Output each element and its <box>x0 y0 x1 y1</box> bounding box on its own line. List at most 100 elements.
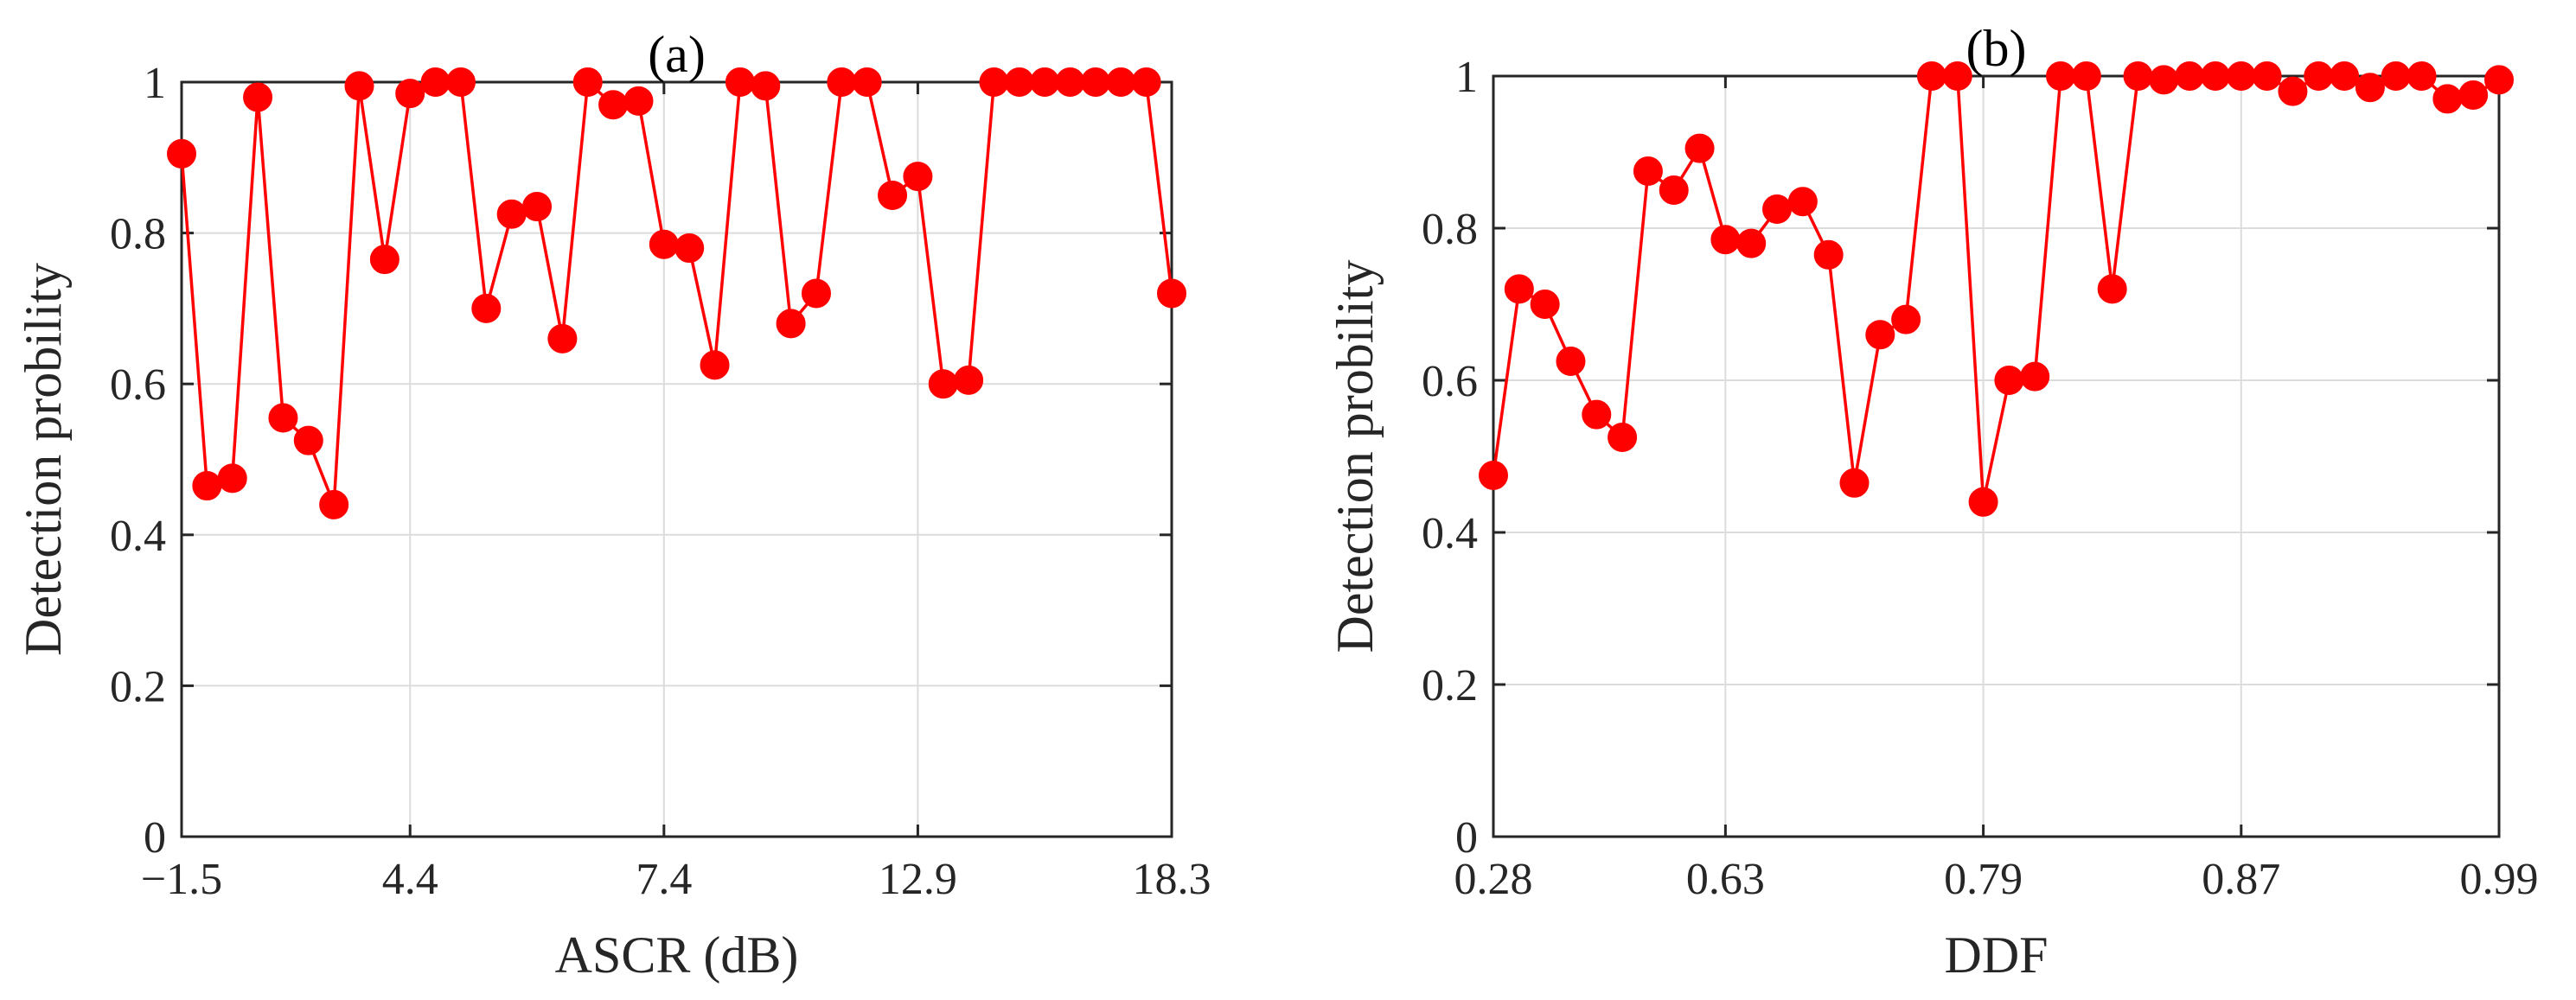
data-point <box>522 192 553 222</box>
data-point <box>674 233 705 264</box>
data-point <box>598 90 629 120</box>
y-tick-label: 0.4 <box>1422 509 1478 558</box>
data-point <box>979 67 1009 97</box>
data-point <box>1994 366 2024 395</box>
data-point <box>243 82 273 112</box>
x-tick-label: 0.63 <box>1686 855 1765 904</box>
x-tick-label: 0.87 <box>2202 855 2280 904</box>
data-point <box>1556 347 1586 376</box>
series-line <box>180 79 1173 506</box>
y-tick-label: 0.8 <box>1422 205 1478 254</box>
data-point <box>572 67 603 97</box>
data-point <box>1891 304 1921 334</box>
y-axis-title: Detection probility <box>1326 260 1384 653</box>
x-tick-label: 7.4 <box>636 855 692 904</box>
x-axis-title: DDF <box>1944 927 2048 984</box>
data-point <box>1530 290 1560 319</box>
data-point <box>1504 274 1534 304</box>
data-point <box>217 463 247 494</box>
data-point <box>1055 67 1085 97</box>
x-tick-label: 0.28 <box>1454 855 1533 904</box>
y-tick-label: 0.2 <box>110 662 166 711</box>
axes-frame <box>1492 74 2501 838</box>
data-point <box>369 245 400 275</box>
data-point <box>293 425 323 455</box>
data-point <box>344 71 374 101</box>
data-point <box>1916 61 1946 91</box>
y-tick-label: 0.6 <box>110 360 166 410</box>
data-point <box>1787 187 1818 217</box>
data-point <box>1942 61 1972 91</box>
data-point <box>623 86 654 116</box>
data-point <box>725 67 755 97</box>
data-point <box>1131 67 1161 97</box>
y-tick-label: 1 <box>1455 53 1478 102</box>
data-point <box>2123 61 2153 91</box>
axes-frame <box>180 80 1173 838</box>
data-point <box>1157 278 1186 309</box>
data-point <box>1762 194 1793 224</box>
x-tick-label: 4.4 <box>382 855 438 904</box>
panel-title: (a) <box>648 26 706 83</box>
panel-title: (b) <box>1966 20 2027 77</box>
data-point <box>1813 239 1844 270</box>
y-axis-title: Detection probility <box>15 263 72 656</box>
data-point <box>2484 65 2514 95</box>
data-point <box>751 71 781 101</box>
data-point <box>2278 76 2308 106</box>
data-point <box>852 67 882 97</box>
data-point <box>2432 84 2463 114</box>
data-point <box>2200 61 2230 91</box>
data-point <box>1479 461 1508 490</box>
x-tick-label: 0.79 <box>1944 855 2023 904</box>
data-point <box>827 67 857 97</box>
data-point <box>801 278 831 309</box>
y-tick-label: 0.8 <box>110 210 166 259</box>
data-point <box>2149 65 2179 95</box>
data-point <box>1582 399 1612 430</box>
x-tick-label: −1.5 <box>141 855 222 904</box>
data-point <box>1080 67 1110 97</box>
x-axis-title: ASCR (dB) <box>555 927 799 984</box>
y-tick-label: 0.6 <box>1422 357 1478 406</box>
data-point <box>928 369 958 399</box>
data-point <box>1710 225 1741 255</box>
data-point <box>2304 61 2334 91</box>
data-point <box>319 489 349 519</box>
data-point <box>2355 73 2385 103</box>
y-tick-label: 1 <box>144 59 166 108</box>
data-point <box>2458 80 2489 110</box>
data-point <box>1659 175 1689 205</box>
data-point <box>2097 274 2127 304</box>
data-point <box>1839 468 1870 498</box>
data-point <box>1684 133 1715 163</box>
data-point <box>649 229 679 259</box>
x-tick-label: 18.3 <box>1133 855 1211 904</box>
data-point <box>471 293 502 323</box>
panel-b: 0 0.2 0.4 0.6 0.8 1 0.28 0.63 0.79 0.87 0.99 (b) DDF… <box>1326 20 2539 984</box>
data-point <box>954 365 984 395</box>
data-point <box>2381 61 2411 91</box>
y-tick-label: 0.2 <box>1422 661 1478 710</box>
data-point <box>268 403 298 433</box>
data-point <box>445 67 476 97</box>
series-line <box>1492 74 2500 503</box>
data-point <box>776 309 806 339</box>
data-point <box>1004 67 1034 97</box>
data-point <box>2407 61 2437 91</box>
data-point <box>1633 156 1663 186</box>
data-point <box>1608 423 1638 452</box>
data-point <box>2071 61 2101 91</box>
data-point <box>700 350 730 380</box>
data-point <box>1030 67 1060 97</box>
data-point <box>1736 228 1767 258</box>
data-point <box>903 162 933 192</box>
y-tick-label: 0 <box>1455 813 1478 863</box>
data-point <box>1865 320 1895 350</box>
data-point <box>878 180 908 210</box>
data-point <box>395 79 425 109</box>
x-tick-label: 12.9 <box>879 855 957 904</box>
data-point <box>1106 67 1136 97</box>
data-point <box>1968 487 1998 517</box>
